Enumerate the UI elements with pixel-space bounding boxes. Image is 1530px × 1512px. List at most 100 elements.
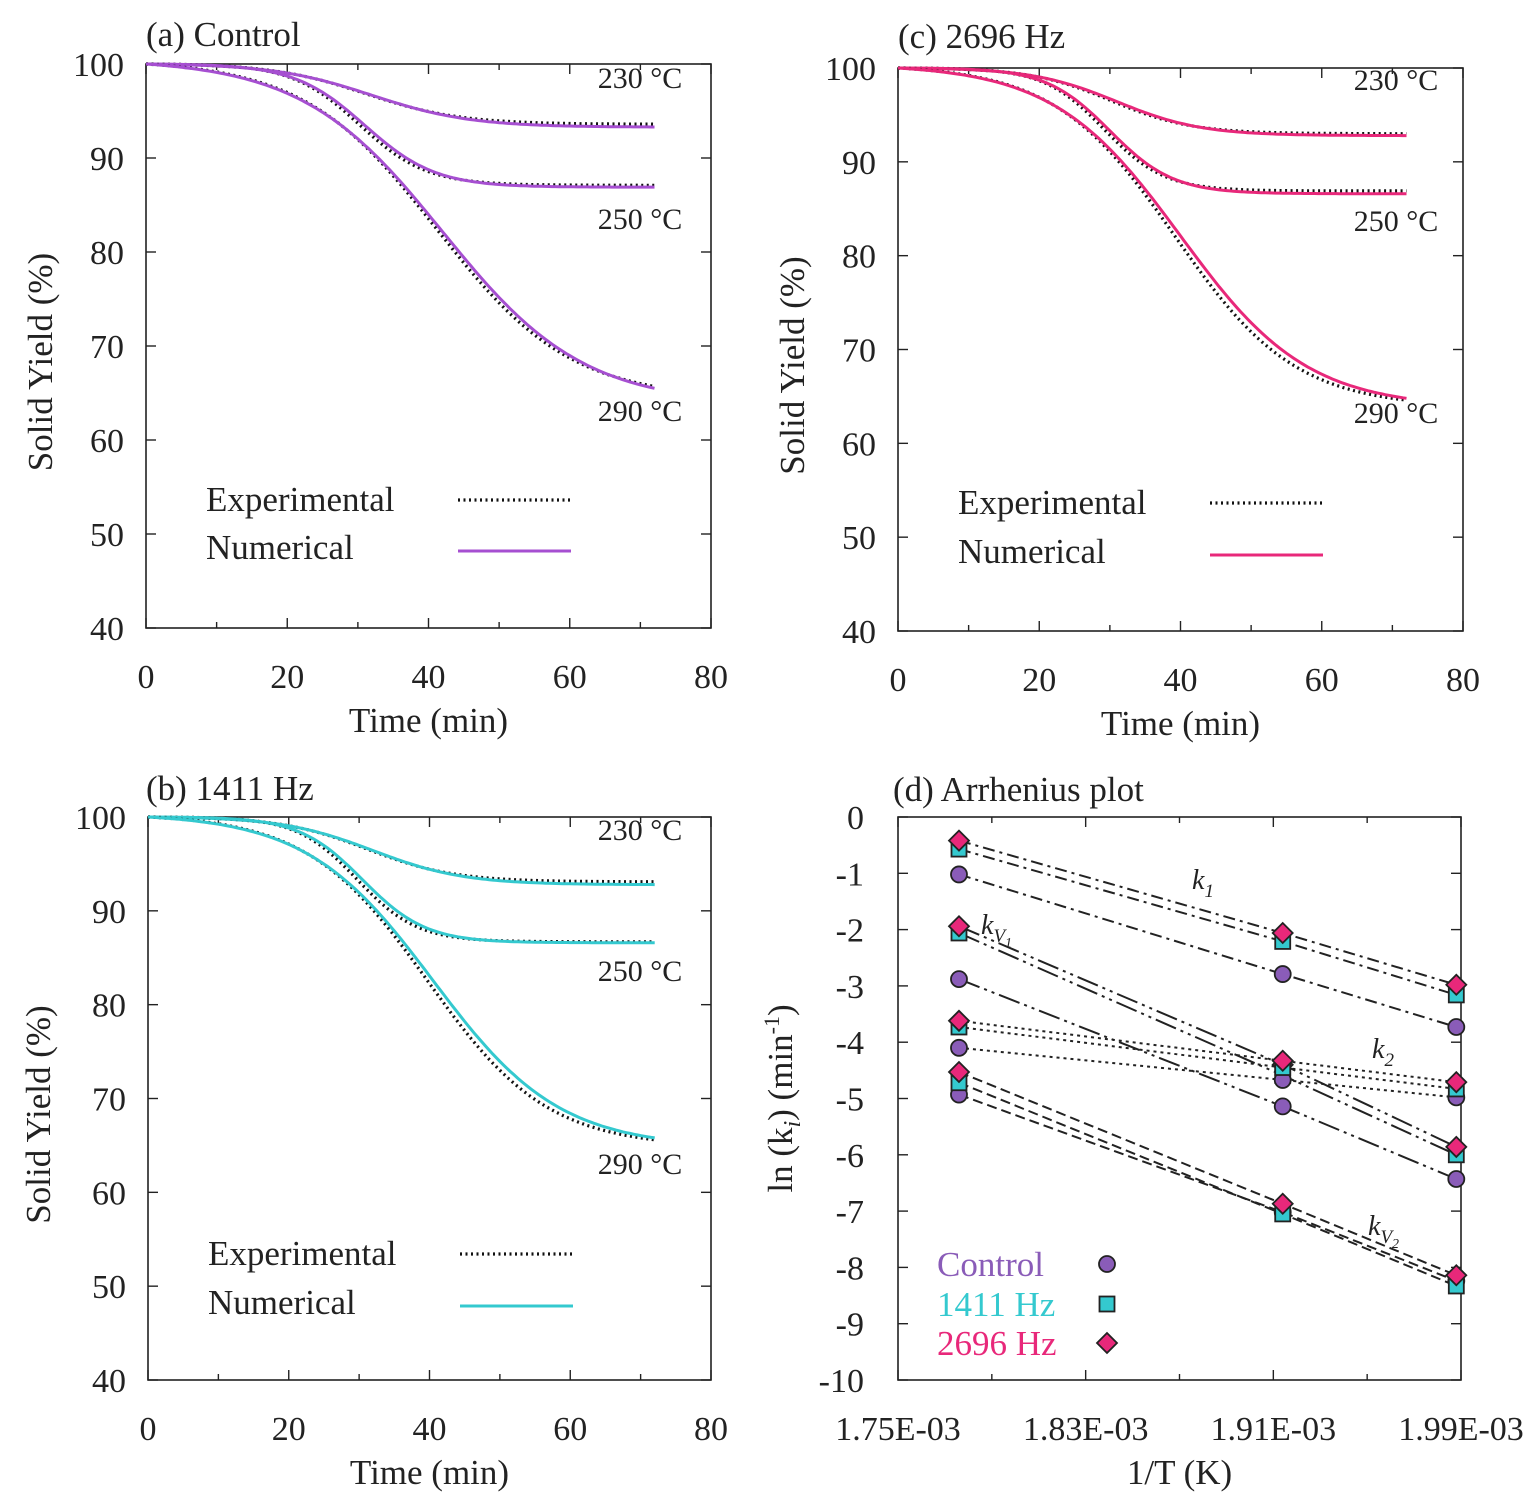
data-point-control — [950, 865, 968, 884]
legend-numerical-label: Numerical — [206, 528, 354, 567]
panel-c-2696hz: 0 20 40 60 80 40 50 60 70 80 90 100 Time (min) Solid … — [773, 17, 1480, 743]
x-tick-label: 0 — [140, 1411, 157, 1448]
markers-kv2 — [947, 1060, 1468, 1295]
fit-line-control — [958, 1093, 1457, 1282]
y-tick-label: -4 — [836, 1025, 864, 1062]
x-tick-label: 20 — [270, 659, 304, 696]
y-tick-label: 70 — [92, 1082, 126, 1119]
y-axis-label: Solid Yield (%) — [19, 1005, 58, 1223]
legend-marker-1411-hz — [1098, 1295, 1116, 1313]
series-label: 290 °C — [598, 395, 683, 428]
legend-experimental-label: Experimental — [208, 1234, 397, 1273]
x-axis-label: Time (min) — [350, 1453, 509, 1492]
experimental-curve — [145, 62, 655, 388]
legend-marker-control — [1098, 1255, 1116, 1273]
legend-label-control: Control — [937, 1245, 1044, 1284]
legend-experimental-label: Experimental — [206, 480, 395, 519]
markers-k2 — [947, 1009, 1468, 1107]
series-250-c: 250 °C — [148, 815, 682, 988]
series-290-c: 290 °C — [145, 62, 683, 428]
x-axis-label: 1/T (K) — [1127, 1453, 1232, 1492]
x-tick-label: 60 — [553, 659, 587, 696]
series-label: 250 °C — [598, 203, 683, 236]
x-tick-label: 1.75E-03 — [835, 1411, 961, 1448]
y-tick-label: -2 — [836, 913, 864, 950]
y-axis-label-sub: i — [780, 1121, 806, 1128]
y-tick-label: 40 — [92, 1363, 126, 1400]
data-point-2696-hz — [1271, 1192, 1294, 1216]
markers-kv1 — [947, 914, 1468, 1188]
experimental-curve — [147, 815, 655, 1142]
legend-experimental-label: Experimental — [958, 483, 1147, 522]
rate-constant-subscript: 1 — [1204, 881, 1214, 902]
data-point-2696-hz — [1445, 973, 1468, 997]
legend-numerical-label: Numerical — [208, 1283, 356, 1322]
y-tick-label: 70 — [90, 329, 124, 366]
legend: Experimental Numerical — [206, 480, 571, 567]
series-label: 230 °C — [1354, 64, 1439, 97]
y-tick-label: 90 — [92, 894, 126, 931]
rate-constant-label-k1: k1 — [1192, 865, 1214, 902]
panel-title: (c) 2696 Hz — [898, 17, 1065, 56]
fit-line-2696-hz — [958, 1019, 1457, 1084]
y-tick-label: 40 — [842, 614, 876, 651]
markers-k1 — [947, 829, 1468, 1036]
y-tick-label: 80 — [92, 988, 126, 1025]
x-tick-label: 80 — [694, 659, 728, 696]
data-point-2696-hz — [1271, 1049, 1294, 1073]
y-tick-label: -8 — [836, 1250, 864, 1287]
rate-constant-subscript: V — [1380, 1227, 1394, 1248]
series-label: 290 °C — [598, 1148, 683, 1181]
data-point-control — [1447, 1170, 1466, 1188]
series-label: 230 °C — [598, 814, 683, 847]
series-290-c: 290 °C — [147, 815, 683, 1181]
y-tick-label: 50 — [90, 517, 124, 554]
numerical-curve — [897, 66, 1407, 400]
legend-marker-2696-hz — [1095, 1331, 1119, 1355]
x-tick-label: 80 — [1446, 662, 1480, 699]
x-tick-label: 1.91E-03 — [1211, 1411, 1337, 1448]
legend-label-2696-hz: 2696 Hz — [937, 1324, 1057, 1363]
legend: Experimental Numerical — [958, 483, 1323, 571]
y-tick-label: 50 — [842, 520, 876, 557]
data-point-2696-hz — [1271, 921, 1294, 945]
x-tick-label: 20 — [272, 1411, 306, 1448]
y-tick-label: 90 — [842, 145, 876, 182]
series-230-c: 230 °C — [146, 62, 682, 129]
series-290-c: 290 °C — [897, 66, 1438, 430]
x-axis-label: Time (min) — [349, 701, 508, 740]
data-point-control — [1273, 1097, 1292, 1116]
y-axis-label-end: ) — [761, 1004, 800, 1016]
y-axis-label: Solid Yield (%) — [773, 256, 812, 474]
data-point-2696-hz — [947, 1009, 971, 1033]
y-tick-label: -6 — [836, 1138, 864, 1175]
rate-constant-label-kv1: kV1 — [981, 910, 1012, 951]
data-point-2696-hz — [1445, 1135, 1468, 1159]
y-tick-label: -7 — [836, 1194, 864, 1231]
experimental-curve — [897, 66, 1407, 402]
x-tick-label: 0 — [890, 662, 907, 699]
y-tick-label: 60 — [842, 426, 876, 463]
rate-constant-subsubscript: 2 — [1392, 1237, 1399, 1252]
rate-constant-k2 — [958, 1019, 1457, 1099]
series-250-c: 250 °C — [146, 62, 683, 236]
numerical-curve — [146, 62, 655, 189]
x-tick-label: 1.83E-03 — [1023, 1411, 1149, 1448]
rate-constant-symbol: k — [1192, 865, 1205, 896]
rate-constant-k1 — [958, 839, 1457, 1028]
y-tick-label: 100 — [73, 47, 124, 84]
x-tick-label: 40 — [412, 659, 446, 696]
panel-title: (a) Control — [146, 15, 301, 54]
y-tick-label: 40 — [90, 611, 124, 648]
x-tick-label: 20 — [1022, 662, 1056, 699]
rate-constant-symbol: k — [1372, 1034, 1385, 1065]
y-tick-label: 60 — [92, 1175, 126, 1212]
experimental-curve — [148, 815, 655, 944]
fit-line-control — [958, 873, 1457, 1028]
y-tick-label: -5 — [836, 1082, 864, 1119]
legend-label-1411-hz: 1411 Hz — [937, 1285, 1055, 1324]
data-point-2696-hz — [1445, 1070, 1468, 1094]
panel-title: (d) Arrhenius plot — [893, 770, 1144, 809]
